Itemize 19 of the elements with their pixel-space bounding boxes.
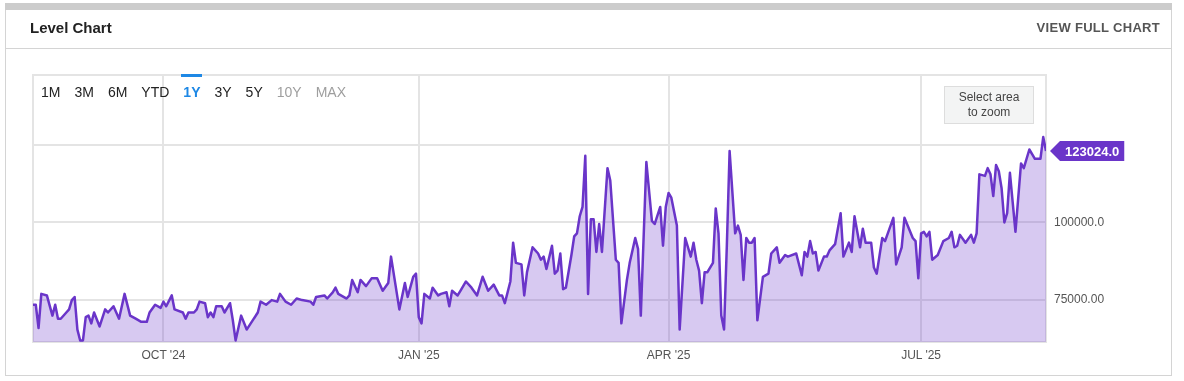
annotation: Select area to zoom <box>944 86 1034 124</box>
annotation: 5Y <box>244 84 264 102</box>
chart-title: Level Chart <box>30 19 112 36</box>
annotation: MAX <box>314 84 347 102</box>
y-tick-label: 75000.00 <box>1054 292 1105 307</box>
annotation: 1Y <box>182 84 202 102</box>
y-tick-label: 100000.0 <box>1054 214 1105 229</box>
annotation: 1M <box>40 84 62 102</box>
annotation: 6M <box>106 84 129 102</box>
annotation: YTD <box>140 84 171 102</box>
x-tick-label: APR '25 <box>646 347 691 362</box>
annotation: 3Y <box>213 84 233 102</box>
text: VIEW FULL CHART <box>1036 20 1160 35</box>
x-tick-label: JAN '25 <box>397 347 440 362</box>
annotation: 3M <box>73 84 95 102</box>
annotation: 123024.0 <box>1065 143 1120 159</box>
x-tick-label: OCT '24 <box>141 347 186 362</box>
annotation: 10Y <box>275 84 303 102</box>
x-tick-label: JUL '25 <box>901 347 942 362</box>
